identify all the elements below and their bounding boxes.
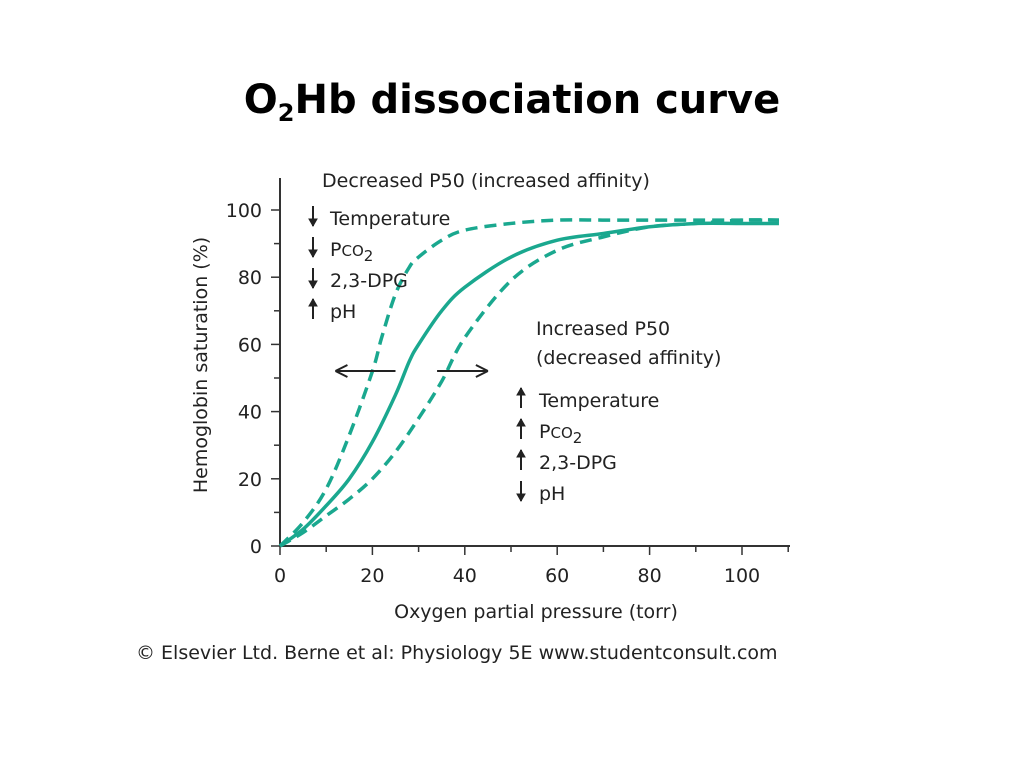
y-tick-label: 0 — [250, 536, 262, 558]
left-annotation-list: Temperature PCO2 2,3-DPG pH — [308, 206, 450, 323]
x-tick-label: 80 — [638, 565, 662, 587]
shift-arrowhead-left — [334, 364, 348, 378]
up-arrowhead-icon — [516, 448, 526, 458]
y-tick-label: 20 — [238, 469, 262, 491]
left-annotation-title: Decreased P50 (increased affinity) — [322, 170, 650, 192]
y-tick-label: 60 — [238, 334, 262, 356]
annotation-item-label: Temperature — [538, 390, 659, 412]
y-tick-label: 40 — [238, 402, 262, 424]
down-arrowhead-icon — [308, 249, 318, 259]
annotation-item-label: Temperature — [329, 208, 450, 230]
title-main: O — [243, 77, 278, 123]
title-subscript: 2 — [277, 99, 295, 127]
y-tick-label: 100 — [226, 200, 262, 222]
copyright-credit: © Elsevier Ltd. Berne et al: Physiology … — [136, 642, 778, 664]
down-arrowhead-icon — [308, 280, 318, 290]
chart-curves — [278, 218, 779, 548]
annotation-item-label: 2,3-DPG — [330, 270, 408, 292]
title-rest: Hb dissociation curve — [294, 77, 781, 123]
annotation-item-label: PCO2 — [330, 239, 373, 265]
shift-arrows — [334, 364, 489, 378]
annotation-item-label: 2,3-DPG — [539, 452, 617, 474]
x-tick-label: 20 — [360, 565, 384, 587]
annotation-item-label: pH — [330, 301, 356, 323]
curve-series-1 — [278, 218, 779, 548]
x-tick-label: 40 — [453, 565, 477, 587]
up-arrowhead-icon — [516, 386, 526, 396]
up-arrowhead-icon — [308, 297, 318, 307]
shift-arrowhead-right — [475, 364, 489, 378]
right-annotation-list: Temperature PCO2 2,3-DPG pH — [516, 386, 659, 505]
right-annotation-title-1: Increased P50 — [536, 318, 670, 340]
annotation-item-label: PCO2 — [539, 421, 582, 447]
curve-series-3 — [279, 218, 779, 548]
down-arrowhead-icon — [516, 493, 526, 503]
y-axis-label: Hemoglobin saturation (%) — [190, 237, 212, 493]
x-tick-label: 100 — [724, 565, 760, 587]
right-annotation-title-2: (decreased affinity) — [536, 347, 721, 369]
x-axis-label: Oxygen partial pressure (torr) — [394, 601, 678, 623]
x-tick-label: 60 — [545, 565, 569, 587]
chart-ticks: 0 20 40 60 80 100 0 20 40 60 80 100 — [226, 200, 789, 587]
chart-axes — [279, 178, 790, 547]
y-tick-label: 80 — [238, 267, 262, 289]
annotation-item-label: pH — [539, 483, 565, 505]
x-tick-label: 0 — [274, 565, 286, 587]
slide-title: O2Hb dissociation curve — [0, 76, 1024, 127]
dissociation-chart: 0 20 40 60 80 100 0 20 40 60 80 100 Oxygen partial … — [190, 170, 790, 623]
up-arrowhead-icon — [516, 417, 526, 427]
down-arrowhead-icon — [308, 218, 318, 228]
